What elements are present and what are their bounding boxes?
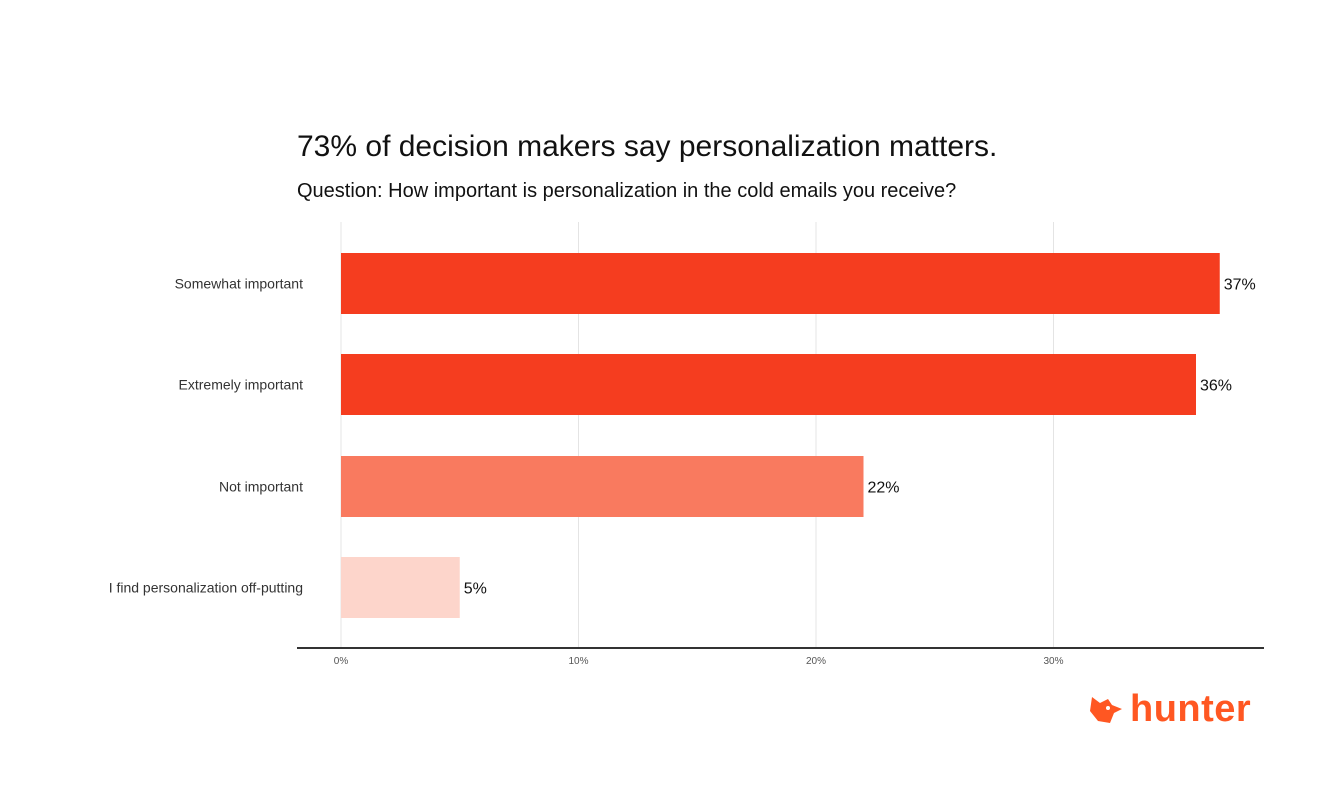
chart-subtitle: Question: How important is personalizati… (297, 180, 957, 202)
fox-head-icon (1090, 697, 1122, 723)
x-tick-label: 20% (806, 656, 826, 667)
data-label: 36% (1200, 378, 1232, 395)
bar (341, 557, 460, 618)
chart-title: 73% of decision makers say personalizati… (297, 130, 998, 163)
category-label: Extremely important (179, 377, 304, 393)
category-label: I find personalization off-putting (109, 580, 303, 596)
data-label: 22% (868, 480, 900, 497)
hunter-logo: hunter (1088, 690, 1251, 728)
category-label: Not important (219, 479, 303, 495)
bar (341, 456, 864, 517)
bar (341, 354, 1196, 415)
data-label: 5% (464, 581, 487, 598)
data-label: 37% (1224, 277, 1256, 294)
x-tick-label: 0% (334, 656, 349, 667)
logo-text: hunter (1130, 688, 1252, 730)
x-tick-label: 30% (1043, 656, 1063, 667)
x-tick-label: 10% (568, 656, 588, 667)
bar (341, 253, 1220, 314)
category-label: Somewhat important (175, 276, 304, 292)
